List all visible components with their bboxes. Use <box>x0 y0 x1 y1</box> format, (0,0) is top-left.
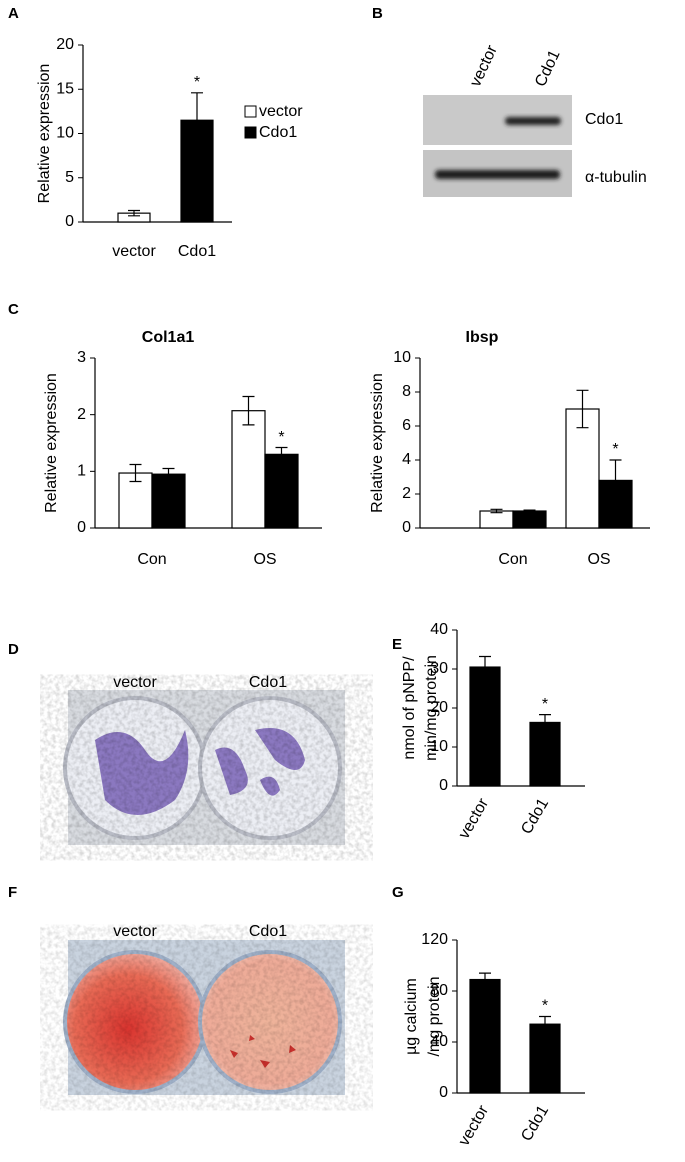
alp-stain-photo <box>63 690 345 845</box>
error-bar <box>275 446 288 462</box>
blot-band <box>435 170 560 179</box>
panel-label: B <box>372 5 383 22</box>
blot-column-label: vector <box>467 42 501 89</box>
bar <box>529 721 561 787</box>
y-axis-label: µg calcium <box>403 978 420 1055</box>
bar <box>469 666 501 787</box>
western-blot <box>423 95 572 197</box>
x-tick-label: vector <box>456 1102 493 1149</box>
y-tick-label: 20 <box>56 36 74 53</box>
y-tick-label: 10 <box>430 738 448 755</box>
x-tick-label: Cdo1 <box>518 796 552 838</box>
alizarin-stain-photo <box>63 940 345 1095</box>
error-bar <box>128 209 140 217</box>
error-bar <box>479 972 491 987</box>
y-tick-label: 4 <box>402 451 411 468</box>
y-axis-label: Relative expression <box>43 373 60 513</box>
y-tick-label: 40 <box>430 621 448 638</box>
error-bar <box>523 509 536 513</box>
y-axis-label: min/mg protein <box>423 655 440 761</box>
error-bar <box>479 655 491 679</box>
y-tick-label: 2 <box>77 406 86 423</box>
y-tick-label: 120 <box>421 931 448 948</box>
error-bar <box>539 1015 551 1033</box>
y-tick-label: 8 <box>402 383 411 400</box>
legend-label: Cdo1 <box>259 124 297 141</box>
y-axis-label: Relative expression <box>36 64 53 204</box>
y-tick-label: 6 <box>402 417 411 434</box>
y-tick-label: 0 <box>402 519 411 536</box>
photo-label: vector <box>113 923 157 940</box>
error-bar <box>576 389 589 429</box>
significance-star: * <box>612 441 618 458</box>
photo-label: vector <box>113 674 157 691</box>
x-tick-label: Cdo1 <box>178 243 216 260</box>
y-tick-label: 2 <box>402 485 411 502</box>
bar <box>469 978 501 1094</box>
error-bar <box>191 92 203 149</box>
significance-star: * <box>542 696 548 713</box>
panel-label: D <box>8 641 19 658</box>
bar <box>264 453 299 529</box>
y-tick-label: 5 <box>65 169 74 186</box>
y-tick-label: 10 <box>393 349 411 366</box>
y-tick-label: 3 <box>77 349 86 366</box>
y-tick-label: 20 <box>430 699 448 716</box>
panel-label: F <box>8 884 17 901</box>
panel-label: E <box>392 636 402 653</box>
y-tick-label: 40 <box>430 1033 448 1050</box>
photo-label: Cdo1 <box>249 923 287 940</box>
blot-column-label: Cdo1 <box>532 48 564 90</box>
x-tick-label: Cdo1 <box>518 1103 552 1145</box>
y-tick-label: 0 <box>77 519 86 536</box>
y-tick-label: 30 <box>430 660 448 677</box>
significance-star: * <box>542 998 548 1015</box>
y-axis-label: /mg protein <box>426 976 443 1056</box>
error-bar <box>242 395 255 426</box>
error-bar <box>609 459 622 502</box>
chart-title: Ibsp <box>466 329 499 346</box>
bar <box>529 1023 561 1094</box>
legend-label: vector <box>259 103 303 120</box>
x-tick-label: Con <box>498 551 527 568</box>
bar <box>479 510 514 529</box>
blot-row-label: α-tubulin <box>585 169 647 186</box>
blot-band <box>505 117 561 125</box>
y-tick-label: 1 <box>77 463 86 480</box>
blot-row-label: Cdo1 <box>585 111 623 128</box>
error-bar <box>162 467 175 481</box>
bar <box>118 472 153 529</box>
x-tick-label: OS <box>587 551 610 568</box>
x-tick-label: OS <box>253 551 276 568</box>
bar <box>151 473 186 529</box>
bar <box>565 408 600 529</box>
y-tick-label: 15 <box>56 80 74 97</box>
y-tick-label: 0 <box>439 1084 448 1101</box>
bar <box>512 510 547 529</box>
y-axis-label: Relative expression <box>369 373 386 513</box>
y-tick-label: 80 <box>430 982 448 999</box>
significance-star: * <box>194 74 200 91</box>
error-bar <box>129 463 142 483</box>
x-tick-label: vector <box>112 243 156 260</box>
bar <box>231 410 266 529</box>
legend-swatch <box>244 105 257 118</box>
error-bar <box>539 714 551 731</box>
x-tick-label: Con <box>137 551 166 568</box>
y-tick-label: 0 <box>439 777 448 794</box>
y-tick-label: 10 <box>56 125 74 142</box>
photo-label: Cdo1 <box>249 674 287 691</box>
panel-label: C <box>8 301 19 318</box>
y-tick-label: 0 <box>65 213 74 230</box>
significance-star: * <box>278 429 284 446</box>
panel-label: G <box>392 884 404 901</box>
error-bar <box>490 508 503 514</box>
y-axis-label: nmol of pNPP/ <box>401 656 418 760</box>
x-tick-label: vector <box>456 795 493 842</box>
panel-label: A <box>8 5 19 22</box>
chart-title: Col1a1 <box>142 329 195 346</box>
legend-swatch <box>244 126 257 139</box>
